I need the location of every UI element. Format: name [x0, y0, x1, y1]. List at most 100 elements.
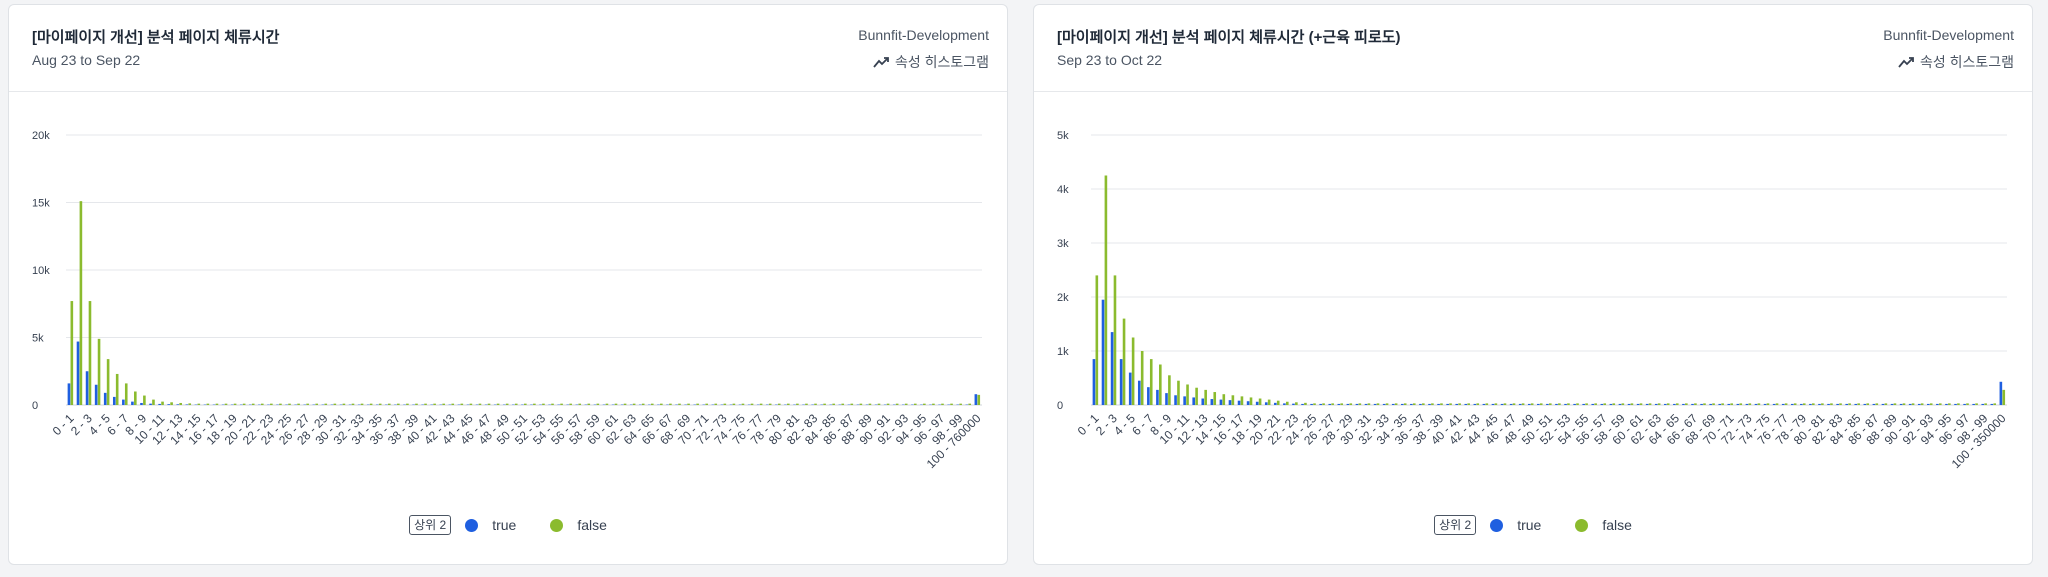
- bar-true: [1092, 359, 1096, 405]
- bar-false: [1639, 403, 1643, 405]
- bar-false: [1313, 403, 1316, 405]
- bar-false: [696, 403, 699, 405]
- bar-false: [895, 403, 899, 405]
- bar-false: [524, 403, 527, 405]
- legend-top-n-tag[interactable]: 상위 2: [409, 515, 452, 535]
- bar-false: [732, 403, 736, 405]
- bar-false: [315, 403, 319, 405]
- bar-true: [1790, 403, 1794, 405]
- bar-false: [1521, 403, 1525, 405]
- bar-false: [1358, 403, 1362, 405]
- legend-dot-true: [1490, 518, 1504, 532]
- bar-false: [342, 403, 346, 405]
- bar-false: [923, 403, 926, 405]
- bar-false: [1340, 403, 1344, 405]
- bar-false: [1440, 403, 1443, 405]
- bar-true: [1754, 403, 1758, 405]
- bar-false: [768, 403, 772, 405]
- bar-true: [1645, 403, 1649, 405]
- y-tick-label: 3k: [1057, 238, 1069, 250]
- bar-true: [1364, 403, 1368, 405]
- bar-false: [478, 403, 482, 405]
- card-project-name: Bunnfit-Development: [858, 27, 989, 43]
- bar-true: [1156, 389, 1159, 405]
- bar-true: [1709, 403, 1712, 405]
- bar-false: [1131, 337, 1135, 405]
- bar-true: [1219, 399, 1223, 405]
- bar-false: [614, 403, 618, 405]
- legend-label-false: false: [1602, 517, 1632, 533]
- bar-false: [152, 399, 155, 405]
- bar-false: [596, 403, 600, 405]
- bar-false: [1957, 403, 1960, 405]
- bar-true: [1827, 403, 1830, 405]
- bar-false: [968, 403, 971, 405]
- bar-true: [1564, 403, 1567, 405]
- trend-line-icon: [1898, 57, 1914, 68]
- bar-false: [324, 403, 328, 405]
- bar-false: [206, 403, 210, 405]
- bar-false: [1766, 403, 1770, 405]
- bar-true: [1400, 403, 1404, 405]
- bar-false: [442, 403, 445, 405]
- card-title[interactable]: [마이페이지 개선] 분석 페이지 체류시간: [32, 29, 280, 46]
- card-header: [마이페이지 개선] 분석 페이지 체류시간 (+근육 피로도) Sep 23 …: [1034, 5, 2032, 92]
- bar-false: [88, 301, 92, 405]
- bar-false: [1802, 403, 1806, 405]
- bar-true: [1128, 372, 1132, 405]
- legend-item-true[interactable]: true: [465, 517, 516, 533]
- bar-false: [1893, 403, 1897, 405]
- bar-true: [1691, 403, 1694, 405]
- bar-false: [1920, 403, 1924, 405]
- bar-false: [1213, 392, 1217, 405]
- bar-true: [1183, 396, 1186, 405]
- card-date-range: Aug 23 to Sep 22: [32, 52, 141, 68]
- bar-false: [1412, 403, 1416, 405]
- legend-top-n-tag[interactable]: 상위 2: [1434, 515, 1477, 535]
- bar-true: [1527, 403, 1531, 405]
- bar-true: [1990, 403, 1994, 405]
- card-title[interactable]: [마이페이지 개선] 분석 페이지 체류시간 (+근육 피로도): [1057, 29, 1401, 46]
- bar-true: [1192, 397, 1195, 405]
- bar-true: [1283, 403, 1286, 405]
- bar-false: [1621, 403, 1625, 405]
- y-tick-label: 15k: [32, 198, 50, 210]
- bar-true: [1618, 403, 1622, 405]
- bar-false: [1884, 403, 1888, 405]
- bar-true: [1165, 393, 1168, 405]
- bar-false: [288, 403, 291, 405]
- bar-false: [1784, 403, 1788, 405]
- bar-false: [641, 403, 645, 405]
- bar-true: [1673, 403, 1676, 405]
- bar-false: [397, 403, 400, 405]
- bar-false: [124, 383, 128, 405]
- bar-true: [1446, 403, 1449, 405]
- bar-false: [1322, 403, 1325, 405]
- bar-false: [242, 403, 246, 405]
- legend-label-false: false: [577, 517, 607, 533]
- bar-true: [1310, 403, 1313, 405]
- bar-true: [1419, 403, 1422, 405]
- bar-false: [188, 403, 192, 405]
- bar-false: [1594, 403, 1597, 405]
- chart-legend: 상위 2 true false: [1034, 515, 2032, 535]
- bar-false: [1186, 384, 1189, 405]
- bar-true: [1255, 401, 1259, 405]
- legend-item-false[interactable]: false: [550, 517, 607, 533]
- bar-false: [1394, 403, 1398, 405]
- bar-false: [1975, 403, 1978, 405]
- bar-false: [260, 403, 264, 405]
- legend-item-true[interactable]: true: [1490, 517, 1541, 533]
- bar-true: [1972, 403, 1975, 405]
- legend-item-false[interactable]: false: [1575, 517, 1632, 533]
- bar-true: [1292, 403, 1295, 405]
- bar-false: [460, 403, 464, 405]
- bar-false: [1685, 403, 1688, 405]
- bar-false: [1385, 403, 1389, 405]
- bar-true: [1809, 403, 1812, 405]
- chart-card-analysis-dwell-time-muscle-fatigue: [마이페이지 개선] 분석 페이지 체류시간 (+근육 피로도) Sep 23 …: [1033, 4, 2033, 565]
- bar-true: [1800, 403, 1803, 405]
- bar-false: [70, 301, 74, 405]
- bar-false: [505, 403, 509, 405]
